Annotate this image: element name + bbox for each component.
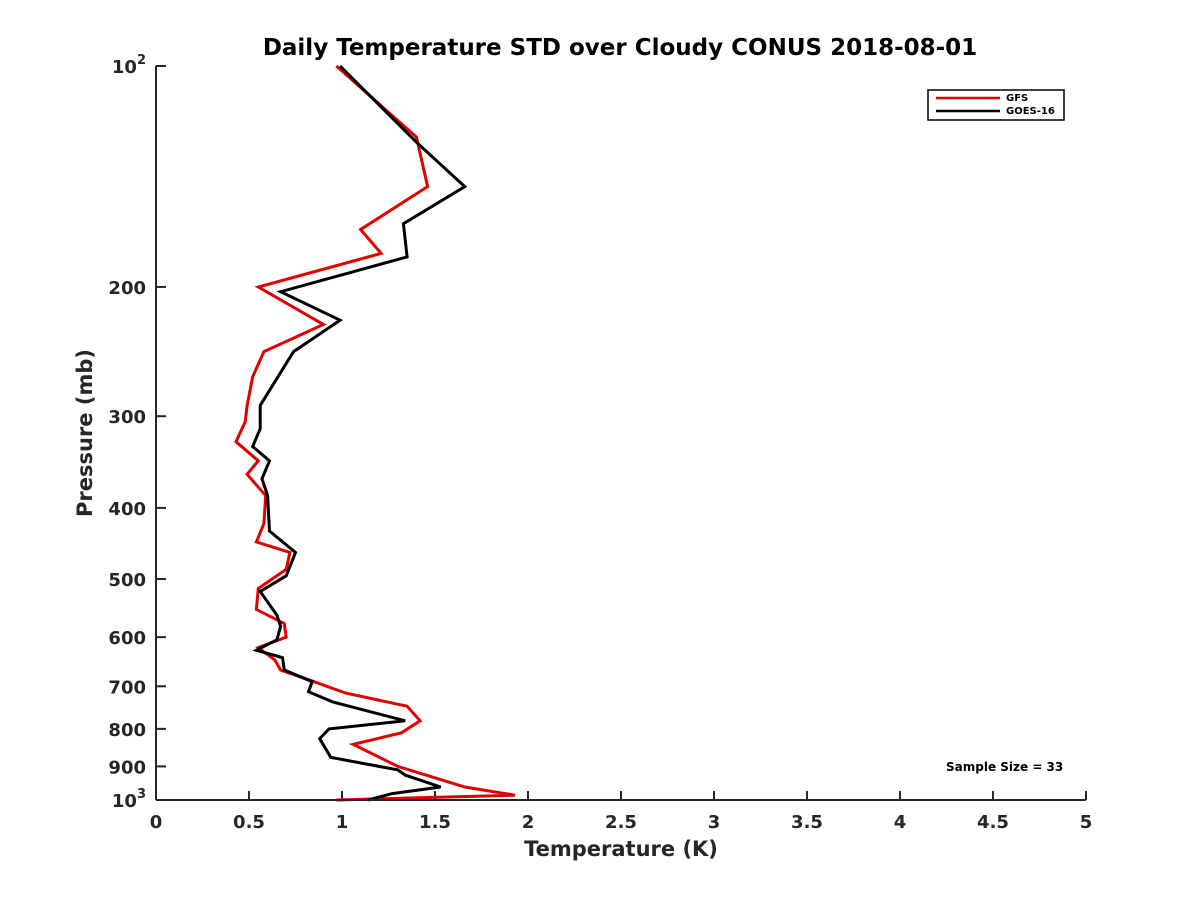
y-tick-label: 500: [108, 570, 146, 591]
y-tick-label: 300: [108, 407, 146, 428]
x-axis-ticks: 0 0.5 1 1.5 2 2.5 3 3.5 4 4.5 5: [150, 791, 1093, 833]
y-tick-label: 700: [108, 677, 146, 698]
x-tick-label: 1: [336, 812, 349, 833]
x-axis-label: Temperature (K): [524, 837, 718, 861]
x-tick-label: 3.5: [791, 812, 823, 833]
y-tick-label: 900: [108, 757, 146, 778]
y-tick-label: 200: [108, 278, 146, 299]
x-tick-label: 1.5: [419, 812, 451, 833]
legend: GFS GOES-16: [927, 89, 1065, 121]
y-tick-label: 102: [112, 53, 146, 78]
y-tick-label: 400: [108, 499, 146, 520]
series-lines: [234, 64, 516, 802]
series-line-goes-16: [250, 64, 468, 802]
legend-label-gfs: GFS: [1006, 93, 1028, 104]
x-tick-label: 5: [1080, 812, 1093, 833]
y-axis-ticks: 102 200 300 400 500 600 700 800 900 103: [108, 53, 166, 812]
y-tick-label: 600: [108, 628, 146, 649]
sample-size-annotation: Sample Size = 33: [946, 760, 1063, 774]
y-tick-label: 103: [112, 787, 146, 812]
x-tick-label: 2: [522, 812, 535, 833]
chart-title: Daily Temperature STD over Cloudy CONUS …: [263, 35, 977, 61]
x-tick-label: 3: [708, 812, 721, 833]
y-axis-label: Pressure (mb): [73, 349, 97, 517]
x-tick-label: 4: [894, 812, 907, 833]
x-tick-label: 2.5: [605, 812, 637, 833]
x-tick-label: 0: [150, 812, 163, 833]
x-tick-label: 4.5: [977, 812, 1009, 833]
legend-box: [927, 89, 1065, 121]
series-line-gfs: [234, 64, 516, 802]
legend-label-goes-16: GOES-16: [1006, 106, 1055, 117]
x-tick-label: 0.5: [233, 812, 265, 833]
y-tick-label: 800: [108, 720, 146, 741]
